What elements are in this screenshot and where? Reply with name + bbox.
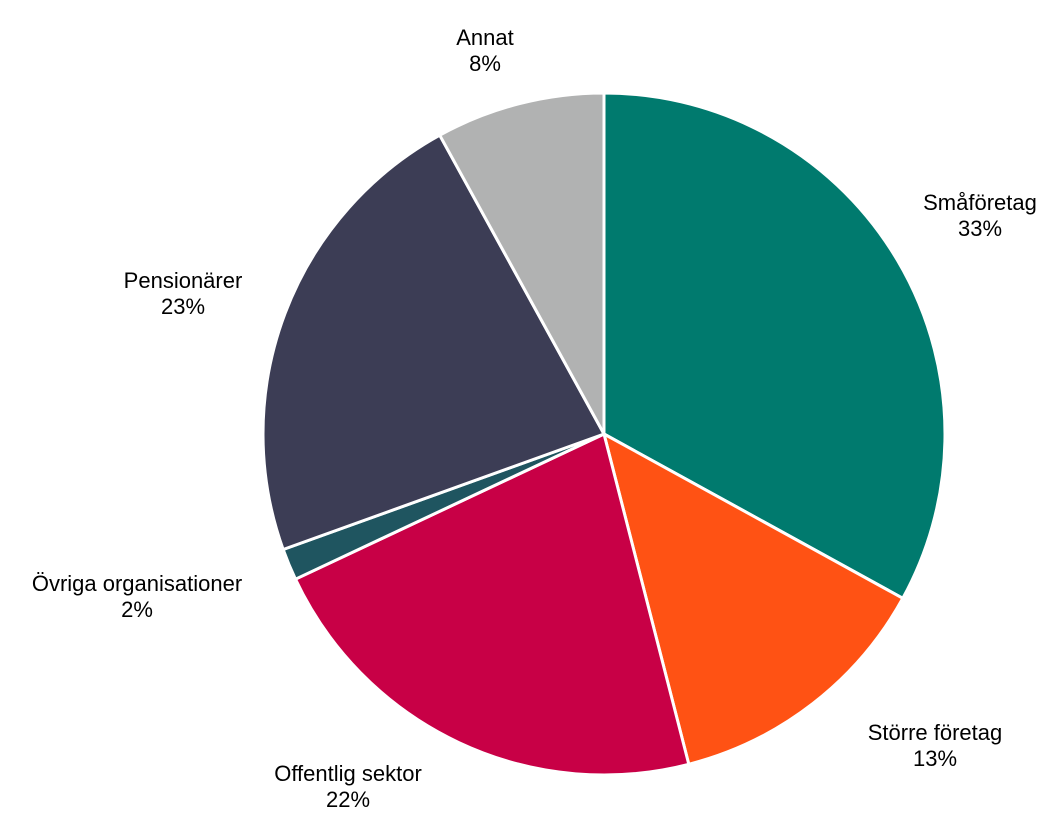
pie-slice-5 (261, 133, 606, 552)
slice-percent-1: 33% (958, 216, 1002, 241)
slice-label-1: Småföretag (923, 190, 1037, 215)
slice-percent-5: 23% (161, 294, 205, 319)
slice-percent-4: 2% (121, 597, 153, 622)
pie-slice-1 (602, 91, 947, 600)
slice-label-4: Övriga organisationer (32, 571, 242, 596)
slice-label-6: Annat (456, 25, 514, 50)
slice-label-5: Pensionärer (124, 268, 243, 293)
pie-slice-6 (438, 91, 606, 436)
slice-label-3: Offentlig sektor (274, 761, 422, 786)
slice-label-2: Större företag (868, 720, 1003, 745)
slice-percent-6: 8% (469, 51, 501, 76)
slice-percent-3: 22% (326, 787, 370, 812)
pie-slice-2 (602, 432, 905, 766)
slice-percent-2: 13% (913, 746, 957, 771)
pie-slice-3 (293, 432, 691, 777)
pie-slices (261, 91, 947, 777)
